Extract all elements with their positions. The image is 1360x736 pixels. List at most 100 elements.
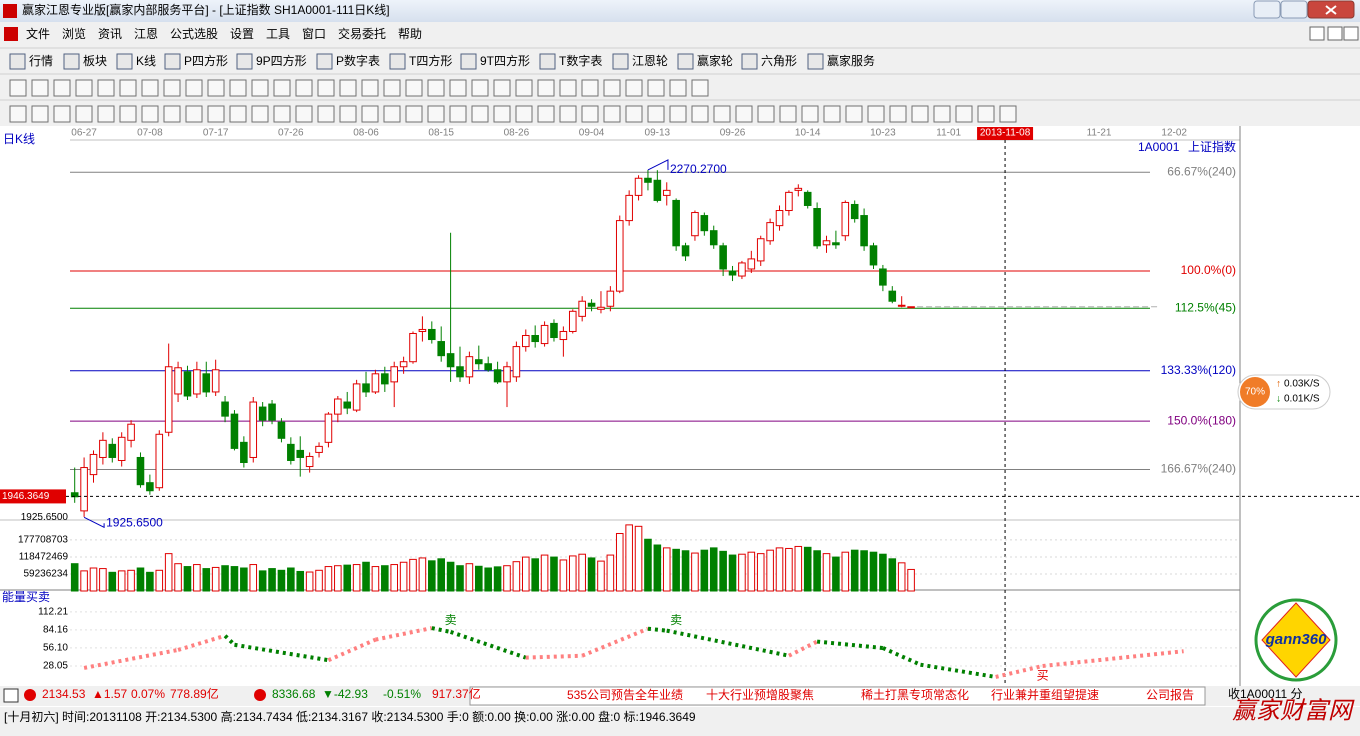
tool-icon[interactable]	[317, 105, 335, 123]
tool-icon[interactable]	[185, 79, 203, 97]
mdi-restore[interactable]	[1309, 26, 1325, 41]
toolbar-icon[interactable]	[389, 53, 406, 70]
news-item[interactable]: 公司报告	[1146, 687, 1194, 702]
tool-icon[interactable]	[471, 105, 489, 123]
tool-icon[interactable]	[119, 79, 137, 97]
tool-icon[interactable]	[779, 105, 797, 123]
toolbar-icon[interactable]	[741, 53, 758, 70]
tool-icon[interactable]	[669, 105, 687, 123]
tool-icon[interactable]	[647, 105, 665, 123]
tool-icon[interactable]	[449, 105, 467, 123]
tool-icon[interactable]	[427, 105, 445, 123]
toolbar-button[interactable]: 六角形	[761, 54, 797, 68]
tool-icon[interactable]	[493, 79, 511, 97]
tool-icon[interactable]	[207, 105, 225, 123]
tool-icon[interactable]	[405, 105, 423, 123]
tool-icon[interactable]	[515, 105, 533, 123]
toolbar-button[interactable]: 板块	[83, 54, 107, 68]
toolbar-button[interactable]: T四方形	[409, 53, 452, 68]
tool-icon[interactable]	[273, 79, 291, 97]
tool-icon[interactable]	[537, 105, 555, 123]
news-item[interactable]: 十大行业预增股聚焦	[706, 688, 814, 702]
tool-icon[interactable]	[911, 105, 929, 123]
tool-icon[interactable]	[823, 105, 841, 123]
tool-icon[interactable]	[229, 79, 247, 97]
menu-item[interactable]: 文件	[26, 26, 50, 41]
tool-icon[interactable]	[31, 105, 49, 123]
tool-icon[interactable]	[493, 105, 511, 123]
tool-icon[interactable]	[339, 105, 357, 123]
tool-icon[interactable]	[405, 79, 423, 97]
tool-icon[interactable]	[559, 105, 577, 123]
toolbar-button[interactable]: 行情	[29, 54, 53, 68]
mdi-close[interactable]	[1343, 26, 1359, 41]
news-item[interactable]: 535公司预告全年业绩	[567, 687, 683, 702]
toolbar-icon[interactable]	[612, 53, 629, 70]
toolbar-icon[interactable]	[539, 53, 556, 70]
menu-item[interactable]: 窗口	[302, 27, 326, 41]
tool-icon[interactable]	[933, 105, 951, 123]
menu-item[interactable]: 江恩	[134, 27, 158, 41]
tool-icon[interactable]	[691, 105, 709, 123]
menu-item[interactable]: 公式选股	[170, 27, 218, 41]
menu-item[interactable]: 资讯	[98, 27, 122, 41]
tool-icon[interactable]	[273, 105, 291, 123]
tool-icon[interactable]	[75, 105, 93, 123]
tool-icon[interactable]	[691, 79, 709, 97]
tool-icon[interactable]	[9, 105, 27, 123]
tool-icon[interactable]	[801, 105, 819, 123]
toolbar-icon[interactable]	[236, 53, 253, 70]
tool-icon[interactable]	[713, 105, 731, 123]
tool-icon[interactable]	[449, 79, 467, 97]
toolbar-button[interactable]: T数字表	[559, 53, 602, 68]
tool-icon[interactable]	[97, 79, 115, 97]
toolbar-icon[interactable]	[807, 53, 824, 70]
tool-icon[interactable]	[955, 105, 973, 123]
toolbar-button[interactable]: 赢家轮	[697, 53, 733, 68]
tool-icon[interactable]	[999, 105, 1017, 123]
toolbar-button[interactable]: 赢家服务	[827, 53, 875, 68]
tool-icon[interactable]	[625, 105, 643, 123]
tool-icon[interactable]	[317, 79, 335, 97]
tool-icon[interactable]	[53, 79, 71, 97]
tool-icon[interactable]	[119, 105, 137, 123]
menu-item[interactable]: 浏览	[62, 26, 86, 41]
menu-item[interactable]: 交易委托	[338, 26, 386, 41]
tool-icon[interactable]	[581, 105, 599, 123]
tool-icon[interactable]	[625, 79, 643, 97]
toolbar-icon[interactable]	[164, 53, 181, 70]
toolbar-button[interactable]: P四方形	[184, 53, 228, 68]
tool-icon[interactable]	[141, 105, 159, 123]
tool-icon[interactable]	[845, 105, 863, 123]
tool-icon[interactable]	[361, 105, 379, 123]
tool-icon[interactable]	[185, 105, 203, 123]
maximize-button[interactable]	[1280, 0, 1308, 19]
tool-icon[interactable]	[163, 79, 181, 97]
menu-item[interactable]: 帮助	[398, 27, 422, 41]
news-item[interactable]: 行业兼并重组望提速	[991, 687, 1099, 702]
tool-icon[interactable]	[559, 79, 577, 97]
toolbar-button[interactable]: K线	[136, 54, 156, 68]
menu-item[interactable]: 工具	[266, 27, 290, 41]
tool-icon[interactable]	[383, 79, 401, 97]
toolbar-icon[interactable]	[116, 53, 133, 70]
tool-icon[interactable]	[295, 105, 313, 123]
minimize-button[interactable]	[1253, 0, 1281, 19]
tool-icon[interactable]	[669, 79, 687, 97]
tool-icon[interactable]	[977, 105, 995, 123]
tool-icon[interactable]	[75, 79, 93, 97]
toolbar-button[interactable]: 9P四方形	[256, 53, 307, 68]
tool-icon[interactable]	[647, 79, 665, 97]
tool-icon[interactable]	[427, 79, 445, 97]
tool-icon[interactable]	[31, 79, 49, 97]
tool-icon[interactable]	[207, 79, 225, 97]
tool-icon[interactable]	[295, 79, 313, 97]
tool-icon[interactable]	[603, 105, 621, 123]
tool-icon[interactable]	[251, 79, 269, 97]
toolbar-button[interactable]: 9T四方形	[480, 53, 530, 68]
toolbar-button[interactable]: P数字表	[336, 53, 380, 68]
tool-icon[interactable]	[889, 105, 907, 123]
toolbar-icon[interactable]	[677, 53, 694, 70]
tool-icon[interactable]	[339, 79, 357, 97]
mdi-max[interactable]	[1327, 26, 1343, 41]
